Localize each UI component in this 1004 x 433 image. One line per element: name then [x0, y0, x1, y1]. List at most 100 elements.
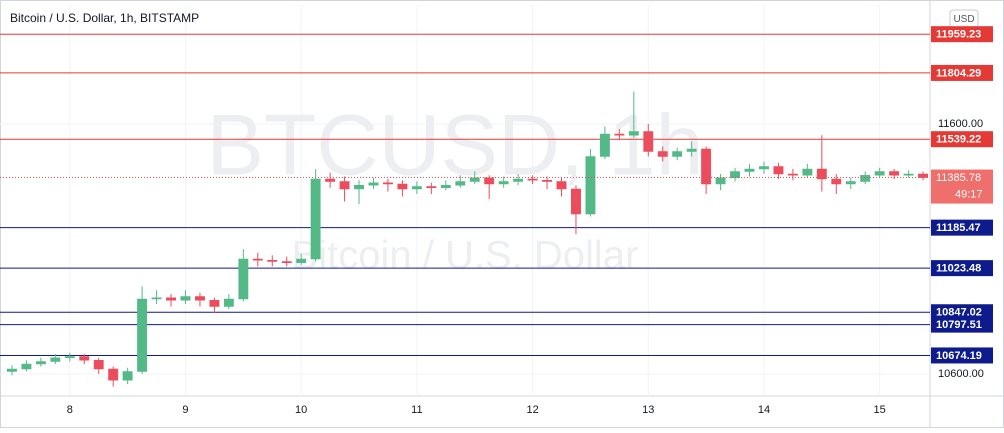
candle-body	[238, 258, 249, 300]
candle-body	[860, 175, 871, 182]
candle-body	[252, 258, 263, 261]
candle-body	[267, 260, 278, 262]
x-tick-label: 9	[182, 404, 188, 416]
candle-body	[426, 186, 437, 188]
candle-body	[209, 300, 220, 307]
candle-body	[484, 177, 495, 185]
candle-body	[440, 185, 451, 188]
candle-body	[79, 356, 90, 361]
candle-body	[122, 371, 133, 381]
level-label: 10797.51	[936, 319, 982, 331]
x-tick-label: 8	[67, 404, 73, 416]
candle-body	[571, 188, 581, 215]
last-price-box	[931, 169, 993, 204]
countdown-label: 49:17	[955, 188, 983, 200]
candle-body	[281, 261, 292, 263]
x-tick-label: 14	[758, 404, 770, 416]
candle-body	[715, 177, 726, 185]
candle-body	[296, 258, 307, 263]
grid	[0, 5, 930, 396]
candle-body	[6, 368, 17, 372]
candle-body	[585, 156, 596, 215]
candle-body	[599, 133, 610, 157]
candle-body	[498, 181, 509, 185]
candle-body	[874, 171, 885, 176]
candle-body	[759, 166, 769, 170]
candle-body	[310, 178, 321, 260]
candle-body	[816, 168, 827, 180]
candle-body	[137, 298, 148, 372]
candle-body	[383, 182, 393, 185]
level-label: 10674.19	[936, 350, 982, 362]
level-label-box	[931, 64, 993, 81]
level-label-box	[931, 347, 993, 364]
level-label: 11959.23	[936, 29, 981, 41]
candle-body	[614, 133, 625, 136]
level-label: 11539.22	[936, 134, 981, 146]
candle-body	[542, 180, 552, 182]
level-label-box	[931, 26, 993, 43]
candle-body	[845, 181, 856, 185]
candle-body	[50, 357, 61, 362]
candle-body	[93, 360, 104, 370]
candle-body	[918, 173, 929, 178]
candle-body	[628, 131, 639, 136]
candle-body	[773, 166, 784, 175]
candle-body	[657, 151, 668, 157]
candle-body	[744, 168, 755, 172]
candle-body	[368, 182, 379, 186]
candle-body	[194, 296, 205, 301]
candle-body	[831, 178, 842, 185]
candle-body	[701, 148, 712, 185]
chart-title: Bitcoin / U.S. Dollar, 1h, BITSTAMP	[10, 11, 199, 25]
candle-body	[469, 177, 480, 182]
candle-body	[21, 363, 32, 370]
candle-body	[527, 178, 538, 181]
last-price-label: 11385.78	[936, 172, 981, 184]
candle-body	[787, 173, 798, 176]
candle-body	[802, 168, 813, 176]
candle-body	[166, 297, 176, 301]
candle-body	[108, 368, 119, 381]
watermark: BTCUSD, 1h	[206, 98, 703, 194]
level-label: 11804.29	[936, 67, 981, 79]
candle-body	[686, 148, 697, 152]
y-tick-label: 10600.00	[938, 368, 984, 380]
candle-body	[325, 178, 336, 182]
x-tick-label: 15	[874, 404, 886, 416]
candle-body	[151, 297, 162, 300]
candle-body	[889, 171, 900, 176]
candle-body	[513, 178, 524, 182]
candle-body	[354, 185, 364, 190]
candle-body	[672, 151, 683, 157]
candle-body	[455, 181, 466, 186]
candle-body	[180, 296, 191, 301]
level-label: 10847.02	[936, 307, 982, 319]
currency-label[interactable]: USD	[953, 14, 974, 25]
candle-body	[339, 181, 350, 190]
candle-body	[397, 183, 408, 190]
candle-body	[643, 131, 654, 152]
level-label-box	[931, 304, 993, 321]
x-tick-label: 12	[526, 404, 538, 416]
y-tick-label: 11600.00	[938, 118, 983, 130]
level-label-box	[931, 131, 993, 148]
candle-body	[903, 173, 914, 176]
x-tick-label: 13	[642, 404, 654, 416]
level-label-box	[931, 316, 993, 333]
x-tick-label: 11	[411, 404, 422, 416]
candle-body	[411, 186, 422, 190]
watermark-subtitle: Bitcoin / U.S. Dollar	[292, 234, 639, 278]
x-tick-label: 10	[295, 404, 307, 416]
candle-body	[64, 356, 75, 358]
level-label: 11185.47	[936, 222, 981, 234]
plot	[0, 33, 930, 387]
level-label-box	[931, 260, 993, 277]
level-label: 11023.48	[936, 263, 981, 275]
candle-body	[556, 181, 567, 190]
level-label-box	[931, 219, 993, 236]
candle-body	[730, 171, 741, 178]
